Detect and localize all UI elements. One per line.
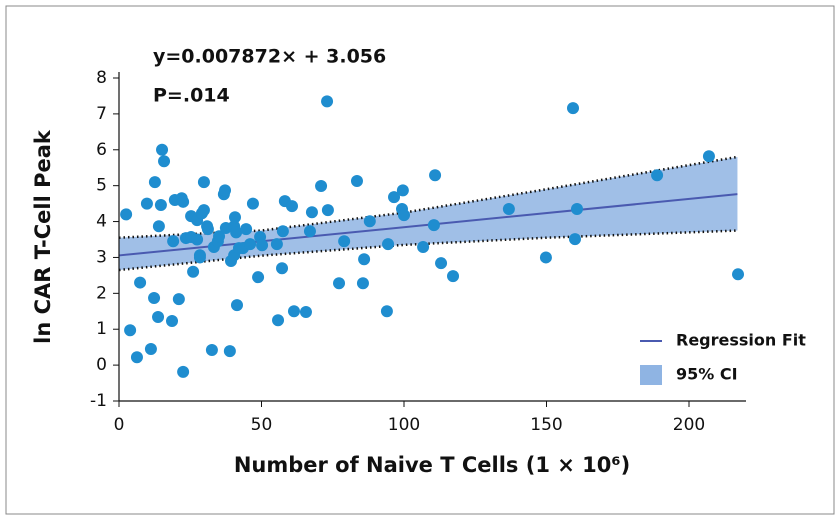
data-point: [187, 265, 200, 278]
data-point: [166, 314, 179, 327]
data-point: [382, 238, 395, 251]
data-point: [144, 342, 157, 355]
data-point: [321, 204, 334, 217]
frame: [5, 5, 835, 515]
data-point: [270, 238, 283, 251]
data-point: [417, 241, 430, 254]
data-point: [285, 200, 298, 213]
data-point: [191, 233, 204, 246]
data-point: [158, 155, 171, 168]
data-point: [350, 175, 363, 188]
p-value: P=.014: [153, 85, 230, 107]
data-point: [244, 238, 257, 251]
y-tick-label: -1: [90, 391, 107, 411]
data-point: [570, 202, 583, 215]
y-tick-label: 0: [96, 355, 107, 375]
data-point: [205, 344, 218, 357]
data-point: [388, 191, 401, 204]
data-point: [299, 305, 312, 318]
data-point: [338, 235, 351, 248]
data-point: [134, 276, 147, 289]
data-point: [333, 277, 346, 290]
x-tick-label: 100: [388, 415, 420, 435]
data-point: [702, 150, 715, 163]
data-point: [228, 211, 241, 224]
x-tick-label: 200: [673, 415, 705, 435]
x-tick-label: 50: [251, 415, 273, 435]
data-point: [272, 314, 285, 327]
data-point: [315, 180, 328, 193]
data-point: [230, 226, 243, 239]
data-point: [567, 102, 580, 115]
data-point: [358, 253, 371, 266]
y-tick-label: 8: [96, 68, 107, 88]
data-point: [398, 209, 410, 222]
data-point: [246, 197, 259, 210]
y-tick-label: 4: [96, 212, 107, 232]
data-point: [363, 215, 376, 228]
data-point: [380, 305, 393, 318]
legend-swatch: [640, 365, 662, 385]
ci-upper-edge: [118, 155, 738, 239]
data-point: [140, 197, 153, 210]
data-point: [256, 239, 269, 252]
x-axis-label: Number of Naive T Cells (1 × 10⁶): [234, 453, 630, 477]
data-point: [130, 351, 143, 364]
x-tick-label: 0: [114, 415, 125, 435]
data-point: [148, 291, 161, 304]
data-point: [569, 233, 581, 246]
data-point: [429, 169, 442, 182]
data-point: [321, 95, 334, 108]
data-point: [193, 251, 206, 264]
data-point: [732, 268, 745, 281]
data-point: [276, 262, 289, 275]
ci-band: [119, 156, 738, 271]
data-point: [197, 176, 210, 189]
data-point: [120, 208, 133, 221]
legend-label: 95% CI: [676, 365, 738, 384]
ci-lower-edge: [118, 229, 738, 272]
data-point: [539, 251, 552, 264]
data-point: [152, 220, 165, 233]
data-point: [303, 225, 316, 238]
data-point: [230, 299, 243, 312]
data-point: [172, 293, 185, 306]
data-point: [167, 235, 180, 248]
data-point: [223, 345, 236, 358]
y-tick-label: 5: [96, 176, 107, 196]
data-point: [252, 271, 265, 284]
data-point: [356, 277, 369, 290]
data-point: [197, 204, 210, 217]
equation: y=0.007872× + 3.056: [153, 46, 386, 68]
y-tick-label: 6: [96, 140, 107, 160]
x-tick-label: 150: [530, 415, 562, 435]
data-point: [651, 169, 664, 182]
data-point: [396, 184, 409, 197]
y-tick-label: 1: [96, 319, 107, 339]
data-point: [213, 230, 226, 243]
data-point: [177, 365, 190, 378]
data-point: [201, 223, 214, 236]
data-point: [177, 195, 190, 208]
data-point: [156, 143, 169, 156]
data-point: [240, 223, 253, 236]
data-point: [154, 199, 167, 212]
y-tick-label: 3: [96, 247, 107, 267]
data-point: [287, 305, 300, 318]
data-point: [148, 176, 161, 189]
data-point: [305, 206, 318, 219]
y-axis-label: ln CAR T-Cell Peak: [31, 129, 55, 344]
y-tick-label: 2: [96, 283, 107, 303]
data-point: [427, 219, 440, 232]
data-point: [152, 311, 165, 324]
legend-label: Regression Fit: [676, 331, 806, 350]
data-point: [435, 257, 448, 270]
data-point: [124, 324, 137, 337]
data-point: [219, 184, 232, 197]
data-point: [447, 270, 460, 283]
data-point: [502, 202, 515, 215]
data-point: [276, 225, 289, 238]
y-tick-label: 7: [96, 104, 107, 124]
